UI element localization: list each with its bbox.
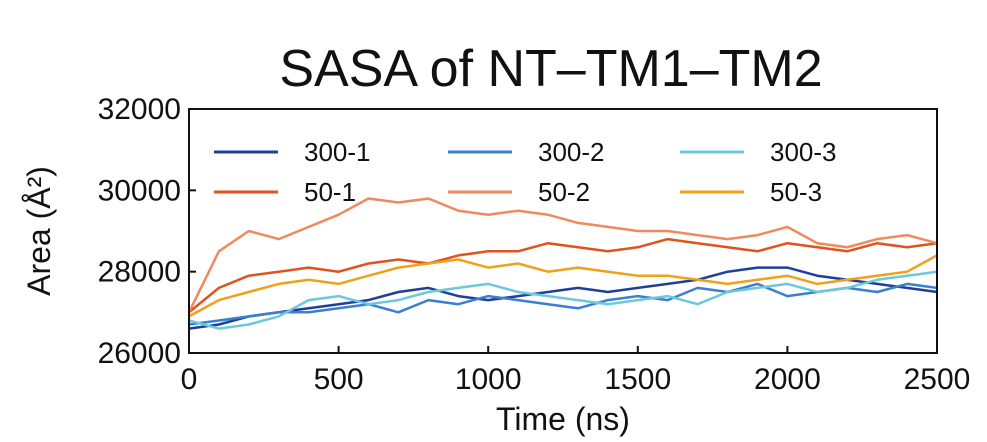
y-tick-label: 32000	[98, 93, 181, 126]
series-line-300-2	[188, 282, 938, 326]
y-axis-label: Area (Å²)	[21, 166, 57, 296]
x-tick-label: 0	[181, 363, 198, 396]
legend-label-50-3: 50-3	[770, 177, 822, 207]
legend-label-50-2: 50-2	[538, 177, 590, 207]
y-tick-label: 30000	[98, 174, 181, 207]
x-tick-label: 2500	[904, 363, 971, 396]
plot-frame	[188, 108, 938, 354]
x-tick-label: 1500	[604, 363, 671, 396]
x-axis: 0 500 1000 1500 2000 2500	[181, 346, 971, 396]
chart-title: SASA of NT–TM1–TM2	[279, 40, 822, 98]
series-line-300-3	[188, 270, 938, 330]
plot-lines	[187, 197, 938, 330]
legend: 300-1 300-2 300-3 50-1 50-2 50-3	[214, 137, 837, 207]
y-tick-label: 26000	[98, 337, 181, 370]
legend-label-50-1: 50-1	[304, 177, 356, 207]
legend-label-300-1: 300-1	[304, 137, 371, 167]
x-tick-label: 1000	[455, 363, 522, 396]
series-line-50-2	[187, 197, 938, 313]
legend-label-300-3: 300-3	[770, 137, 837, 167]
legend-label-300-2: 300-2	[538, 137, 605, 167]
series-line-300-1	[188, 266, 938, 330]
x-axis-label: Time (ns)	[496, 401, 630, 437]
y-tick-label: 28000	[98, 256, 181, 289]
y-axis: 26000 28000 30000 32000	[98, 93, 196, 370]
x-tick-label: 500	[314, 363, 364, 396]
series-line-50-3	[188, 254, 938, 318]
x-tick-label: 2000	[754, 363, 821, 396]
series-line-50-1	[188, 237, 938, 314]
